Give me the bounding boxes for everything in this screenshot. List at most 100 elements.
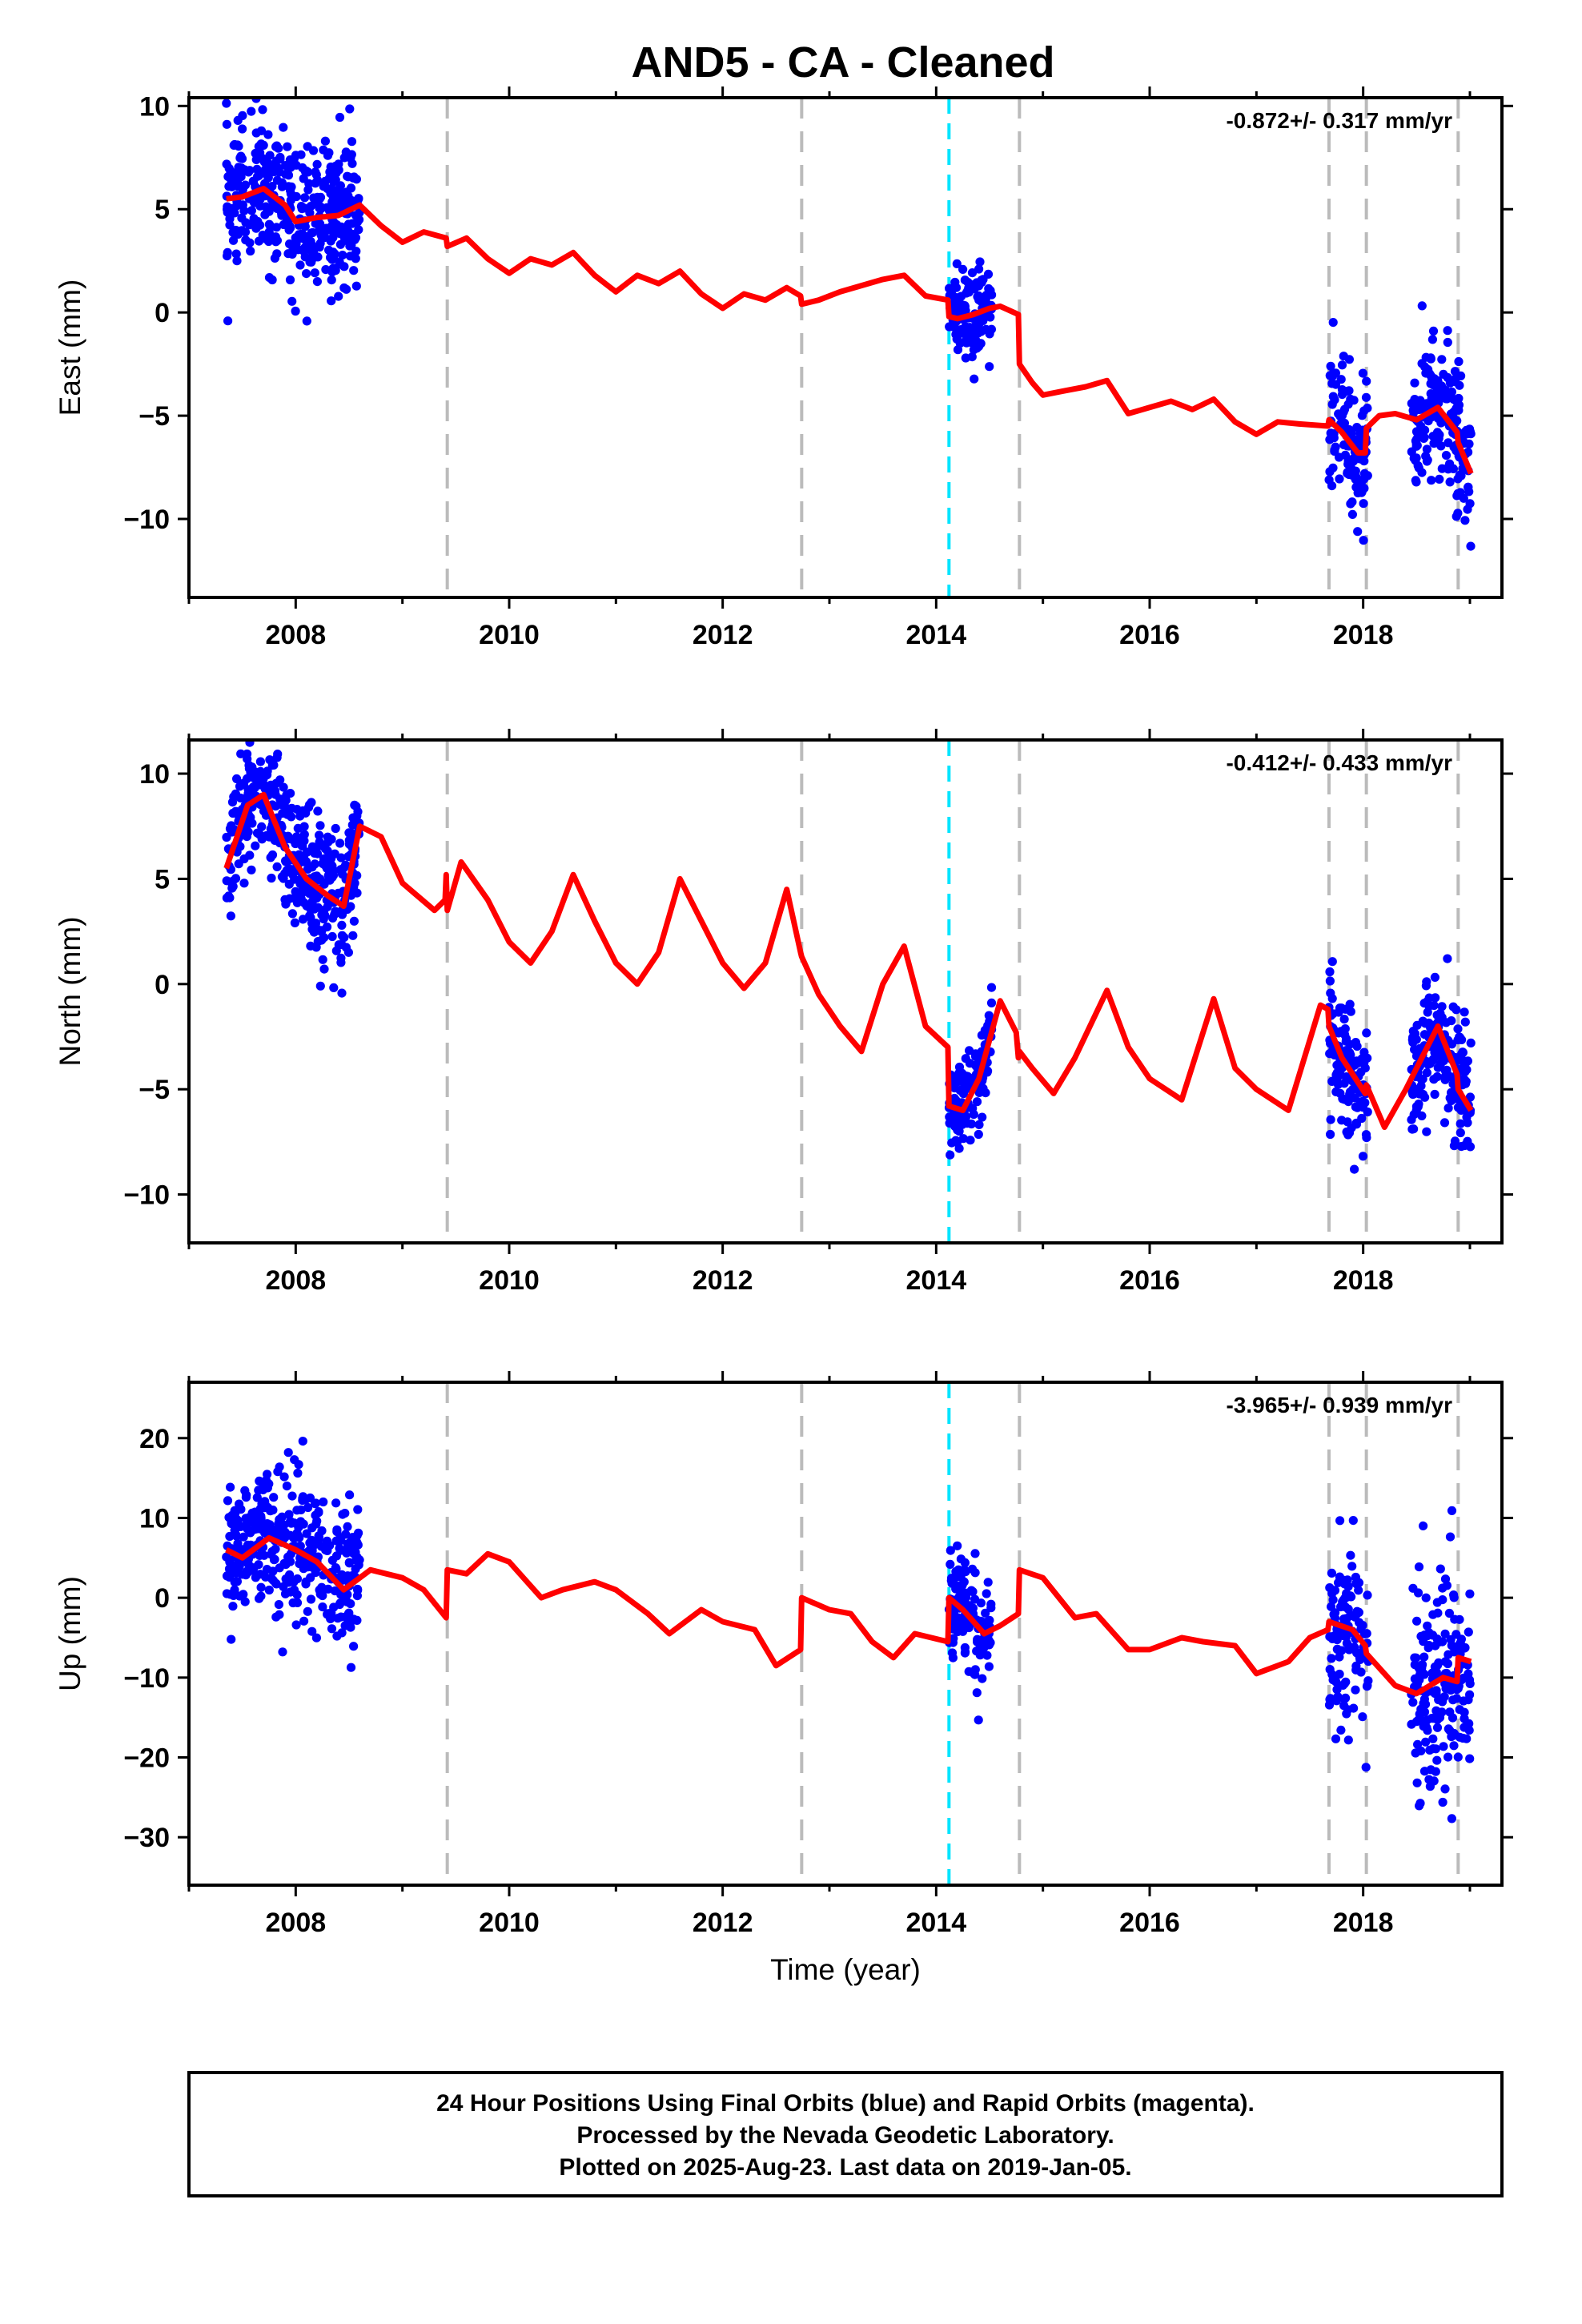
north-data-point bbox=[1422, 1127, 1431, 1136]
east-data-point bbox=[983, 269, 994, 279]
east-data-point bbox=[1437, 355, 1447, 364]
north-data-point bbox=[980, 1025, 990, 1035]
east-data-point bbox=[1463, 505, 1472, 514]
north-data-point bbox=[313, 806, 323, 816]
north-data-point bbox=[1413, 1102, 1423, 1112]
up-data-point bbox=[332, 1631, 342, 1641]
up-data-point bbox=[1413, 1739, 1423, 1749]
up-data-point bbox=[946, 1559, 955, 1569]
up-data-point bbox=[293, 1468, 303, 1478]
up-data-point bbox=[329, 1602, 339, 1612]
up-data-point bbox=[1431, 1641, 1440, 1651]
north-data-point bbox=[983, 1066, 993, 1076]
up-data-point bbox=[259, 1550, 269, 1560]
east-data-point bbox=[1331, 442, 1340, 452]
up-data-point bbox=[331, 1564, 341, 1574]
up-y-tick-label: −30 bbox=[123, 1823, 170, 1853]
north-model-line bbox=[223, 791, 1474, 1130]
east-data-point bbox=[1344, 386, 1354, 396]
north-data-point bbox=[267, 873, 276, 883]
footer-line-3: Plotted on 2025-Aug-23. Last data on 201… bbox=[559, 2154, 1131, 2181]
north-data-point bbox=[1337, 1116, 1347, 1125]
north-data-point bbox=[1326, 988, 1335, 998]
up-data-point bbox=[970, 1549, 980, 1558]
east-data-point bbox=[319, 233, 329, 243]
north-data-point bbox=[282, 790, 291, 800]
east-data-point bbox=[223, 316, 233, 326]
north-data-point bbox=[322, 922, 332, 932]
north-data-point bbox=[327, 931, 337, 942]
east-data-point bbox=[323, 151, 333, 160]
up-data-point bbox=[1342, 1638, 1351, 1648]
up-data-point bbox=[1347, 1562, 1357, 1571]
up-data-point bbox=[966, 1586, 976, 1595]
up-data-point bbox=[298, 1437, 307, 1446]
up-data-point bbox=[1341, 1693, 1351, 1703]
east-data-point bbox=[263, 205, 272, 215]
north-y-tick-label: 5 bbox=[155, 864, 170, 895]
up-data-point bbox=[1443, 1650, 1453, 1659]
north-data-point bbox=[339, 862, 349, 872]
east-data-point bbox=[347, 137, 357, 147]
east-data-point bbox=[1454, 356, 1464, 367]
up-data-point bbox=[1455, 1614, 1464, 1624]
north-data-point bbox=[1342, 1072, 1351, 1082]
north-data-point bbox=[1457, 1035, 1467, 1044]
up-data-point bbox=[1358, 1621, 1367, 1630]
up-data-point bbox=[293, 1530, 303, 1539]
north-data-point bbox=[966, 1136, 975, 1145]
up-data-point bbox=[976, 1598, 986, 1608]
up-data-point bbox=[981, 1636, 990, 1646]
up-data-point bbox=[331, 1498, 341, 1508]
east-data-point bbox=[227, 179, 236, 189]
up-data-point bbox=[311, 1633, 321, 1642]
east-data-point bbox=[976, 327, 986, 336]
north-data-point bbox=[310, 859, 319, 869]
east-data-point bbox=[974, 342, 984, 352]
east-plot-area bbox=[222, 98, 1476, 597]
north-data-point bbox=[1439, 1118, 1450, 1128]
east-data-point bbox=[302, 166, 311, 176]
north-data-point bbox=[970, 1051, 981, 1061]
east-data-point bbox=[1327, 400, 1337, 409]
north-data-point bbox=[298, 915, 308, 924]
north-data-point bbox=[1463, 1118, 1472, 1128]
up-y-tick-label: −20 bbox=[123, 1743, 170, 1774]
up-data-point bbox=[307, 1626, 317, 1636]
north-data-point bbox=[272, 862, 282, 871]
north-data-point bbox=[331, 823, 340, 834]
up-data-point bbox=[1333, 1692, 1343, 1702]
east-data-point bbox=[277, 182, 287, 191]
north-data-point bbox=[1424, 1001, 1434, 1011]
north-data-point bbox=[310, 904, 319, 914]
east-y-axis-label: East (mm) bbox=[54, 279, 86, 416]
north-data-point bbox=[1465, 1092, 1475, 1102]
up-data-point bbox=[1341, 1677, 1351, 1687]
north-data-point bbox=[251, 841, 260, 850]
east-data-point bbox=[283, 249, 293, 259]
up-data-point bbox=[1447, 1506, 1457, 1515]
east-data-point bbox=[1449, 394, 1459, 404]
east-data-point bbox=[259, 157, 269, 167]
up-data-point bbox=[1432, 1755, 1442, 1765]
east-data-point bbox=[247, 206, 256, 215]
north-data-point bbox=[313, 937, 323, 947]
up-data-point bbox=[353, 1584, 363, 1594]
north-data-point bbox=[1452, 1005, 1461, 1015]
up-x-tick-label: 2008 bbox=[266, 1908, 327, 1938]
north-data-point bbox=[1431, 993, 1440, 1003]
north-x-tick-label: 2008 bbox=[266, 1265, 327, 1296]
up-data-point bbox=[325, 1541, 335, 1550]
north-data-point bbox=[296, 834, 306, 843]
east-data-point bbox=[254, 142, 263, 151]
north-data-point bbox=[247, 865, 256, 875]
east-data-point bbox=[228, 235, 239, 245]
east-data-point bbox=[264, 219, 274, 229]
east-data-point bbox=[972, 318, 982, 328]
up-data-point bbox=[1349, 1703, 1359, 1713]
up-data-point bbox=[345, 1490, 355, 1500]
north-data-point bbox=[344, 828, 354, 838]
east-data-point bbox=[1436, 418, 1446, 428]
east-data-point bbox=[1429, 439, 1439, 448]
east-rate-label: -0.872+/- 0.317 mm/yr bbox=[1226, 108, 1452, 133]
